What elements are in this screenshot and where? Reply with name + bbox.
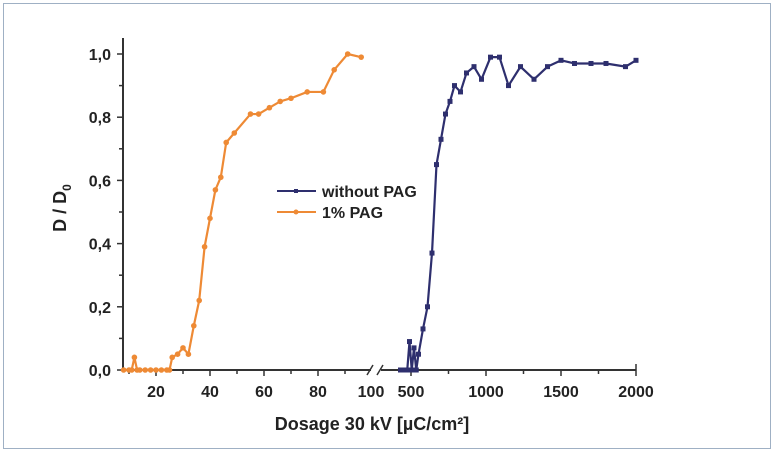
axis-break-mark-2 <box>376 364 384 376</box>
data-point <box>488 54 493 60</box>
data-point <box>212 187 219 193</box>
data-point <box>131 354 138 361</box>
x-axis-label: Dosage 30 kV [µC/cm²] <box>275 414 469 434</box>
data-point <box>128 367 135 373</box>
y-tick-label: 0,8 <box>89 110 111 127</box>
data-point <box>180 345 186 351</box>
data-point <box>558 57 564 63</box>
data-point <box>218 174 224 181</box>
data-point <box>479 76 484 82</box>
data-point <box>420 326 426 332</box>
legend-label-without-pag: without PAG <box>321 184 417 201</box>
data-point <box>120 367 127 373</box>
data-point <box>588 60 594 66</box>
data-point <box>633 57 639 63</box>
data-point <box>531 76 537 82</box>
data-point <box>288 95 294 102</box>
data-point <box>458 89 463 95</box>
data-point <box>572 60 577 66</box>
data-point <box>266 104 273 111</box>
x-tick-label: 40 <box>201 384 219 401</box>
y-tick-label: 1,0 <box>89 47 111 64</box>
data-point <box>545 64 550 70</box>
data-point <box>191 322 197 329</box>
data-point <box>147 367 154 373</box>
data-point <box>443 111 448 117</box>
data-point <box>344 51 351 57</box>
data-point <box>411 345 417 351</box>
x-tick-label: 1500 <box>543 384 579 401</box>
data-point <box>407 339 412 345</box>
svg-text:D / D0: D / D0 <box>50 184 74 232</box>
data-point <box>255 111 262 117</box>
data-point <box>137 367 143 373</box>
data-point <box>518 64 523 70</box>
series-1pct-pag <box>120 51 365 373</box>
data-point <box>331 67 338 73</box>
x-tick-label: 80 <box>309 384 327 401</box>
data-point <box>201 243 208 250</box>
data-point <box>416 351 421 357</box>
data-point <box>207 215 213 222</box>
axis-break-mark-1 <box>366 364 374 376</box>
data-point <box>142 367 148 373</box>
x-tick-label: 1000 <box>468 384 504 401</box>
data-point <box>166 367 173 373</box>
data-point <box>153 367 159 373</box>
x-tick-label: 500 <box>398 384 425 401</box>
y-axis-label: D / D0 <box>50 184 74 232</box>
data-point <box>223 139 229 146</box>
figure-frame <box>3 3 771 449</box>
data-point <box>447 98 453 104</box>
data-point <box>425 304 430 310</box>
data-point <box>464 70 469 76</box>
x-tick-label: 20 <box>147 384 165 401</box>
data-point <box>320 89 327 95</box>
axes: 0,0 0,2 0,4 0,6 0,8 1,0 20 40 60 80 100 500 1000 1500… <box>89 38 654 401</box>
data-point <box>304 89 311 95</box>
x-tick-label: 60 <box>255 384 273 401</box>
legend-marker-1pct-pag <box>293 209 299 215</box>
data-point <box>196 297 202 304</box>
data-point <box>623 64 628 70</box>
data-point <box>471 64 477 70</box>
y-axis-label-main: D / D <box>50 191 70 232</box>
data-point <box>506 83 511 89</box>
data-point <box>497 54 502 60</box>
series-line-without-pag <box>400 56 637 372</box>
data-point <box>404 367 410 373</box>
data-point <box>174 351 181 358</box>
data-point <box>169 354 175 361</box>
data-point <box>158 367 165 373</box>
y-axis-label-sub: 0 <box>60 184 74 191</box>
data-point <box>358 54 365 60</box>
series-without-pag <box>398 54 639 373</box>
y-tick-label: 0,6 <box>89 173 111 190</box>
data-point <box>429 250 435 256</box>
y-tick-label: 0,2 <box>89 300 111 317</box>
series-layer <box>120 51 639 373</box>
y-tick-label: 0,0 <box>89 363 111 380</box>
x-tick-label: 2000 <box>618 384 654 401</box>
data-point <box>247 111 254 117</box>
data-point <box>452 83 457 89</box>
legend: without PAG 1% PAG <box>277 184 417 222</box>
x-tick-label: 100 <box>358 384 385 401</box>
data-point <box>438 136 444 142</box>
data-point <box>603 60 609 66</box>
data-point <box>231 130 238 136</box>
data-point <box>413 367 419 373</box>
data-point <box>409 367 415 373</box>
data-point <box>277 98 284 105</box>
legend-marker-without-pag <box>294 189 298 193</box>
y-tick-label: 0,4 <box>89 237 111 254</box>
data-point <box>434 162 439 168</box>
legend-label-1pct-pag: 1% PAG <box>322 205 383 222</box>
data-point <box>185 351 192 358</box>
